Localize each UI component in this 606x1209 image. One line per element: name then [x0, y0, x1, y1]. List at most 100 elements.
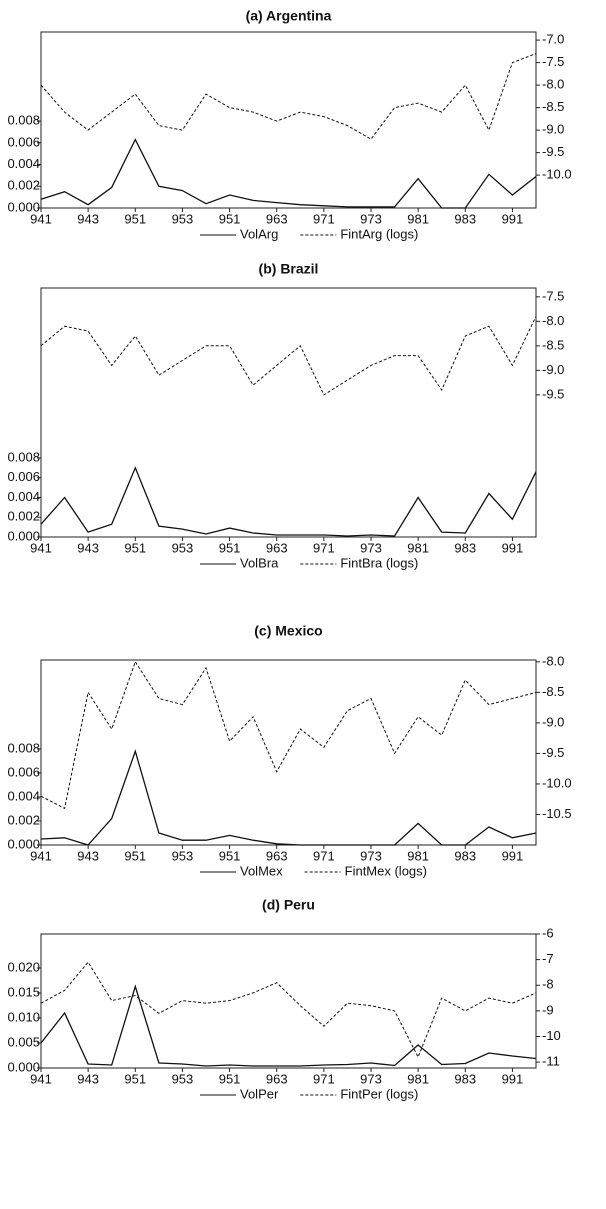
x-tick-label: 973 [360, 848, 382, 863]
y2-tick-label: -9.0 [542, 714, 564, 729]
x-tick-label: 963 [266, 848, 288, 863]
y2-tick-label: -10.0 [542, 775, 572, 790]
legend-label: FintBra (logs) [340, 555, 418, 570]
legend-label: VolPer [240, 1086, 279, 1101]
x-tick-label: 971 [313, 211, 335, 226]
x-tick-label: 941 [30, 848, 52, 863]
legend-label: VolArg [240, 226, 278, 241]
y-tick-label: 0.002 [7, 178, 40, 193]
y2-tick-label: -8.0 [542, 653, 564, 668]
y2-tick-label: -8.0 [542, 313, 564, 328]
y-tick-label: 0.002 [7, 509, 40, 524]
x-tick-label: 953 [172, 211, 194, 226]
series-line [40, 466, 537, 537]
series-line [40, 984, 537, 1067]
y-tick-label: 0.020 [7, 959, 40, 974]
x-tick-label: 953 [172, 1071, 194, 1086]
x-tick-label: 981 [407, 211, 429, 226]
y-tick-label: 0.006 [7, 764, 40, 779]
y2-tick-label: -10.5 [542, 806, 572, 821]
y2-tick-label: -9.5 [542, 144, 564, 159]
legend-label: FintMex (logs) [345, 863, 427, 878]
x-tick-label: 981 [407, 1071, 429, 1086]
x-tick-label: 963 [266, 1071, 288, 1086]
x-tick-label: 951 [219, 1071, 241, 1086]
x-tick-label: 953 [172, 848, 194, 863]
x-tick-label: 941 [30, 1071, 52, 1086]
y-tick-label: 0.000 [7, 836, 40, 851]
x-tick-label: 991 [502, 540, 524, 555]
y2-tick-label: -9.0 [542, 122, 564, 137]
x-tick-label: 981 [407, 540, 429, 555]
x-tick-label: 971 [313, 1071, 335, 1086]
y-tick-label: 0.004 [7, 489, 40, 504]
x-tick-label: 991 [502, 848, 524, 863]
y2-tick-label: -11 [542, 1054, 560, 1069]
x-tick-label: 943 [77, 848, 99, 863]
x-tick-label: 973 [360, 540, 382, 555]
y2-tick-label: -7.5 [542, 288, 564, 303]
y2-tick-label: -8.5 [542, 337, 564, 352]
y-tick-label: 0.008 [7, 449, 40, 464]
y-tick-label: 0.015 [7, 984, 40, 999]
series-line [40, 961, 537, 1059]
y-tick-label: 0.006 [7, 134, 40, 149]
x-tick-label: 943 [77, 1071, 99, 1086]
series-line [40, 316, 537, 396]
x-tick-label: 951 [124, 211, 146, 226]
y-tick-label: 0.004 [7, 788, 40, 803]
plot-frame [40, 933, 537, 1069]
x-tick-label: 951 [124, 540, 146, 555]
x-tick-label: 983 [454, 848, 476, 863]
x-tick-label: 951 [124, 848, 146, 863]
y-tick-label: 0.000 [7, 528, 40, 543]
x-tick-label: 973 [360, 211, 382, 226]
x-tick-label: 973 [360, 1071, 382, 1086]
y2-tick-label: -10.0 [542, 167, 572, 182]
chart-title: (a) Argentina [246, 8, 332, 24]
y-tick-label: 0.010 [7, 1009, 40, 1024]
legend-label: VolMex [240, 863, 283, 878]
y-tick-label: 0.004 [7, 156, 40, 171]
series-line [40, 53, 537, 140]
x-tick-label: 983 [454, 211, 476, 226]
legend-label: FintPer (logs) [340, 1086, 418, 1101]
series-line [40, 660, 537, 810]
series-line [40, 749, 537, 846]
x-tick-label: 983 [454, 540, 476, 555]
x-tick-label: 963 [266, 540, 288, 555]
y-tick-label: 0.000 [7, 199, 40, 214]
y2-tick-label: -8.5 [542, 684, 564, 699]
plot-frame [40, 287, 537, 538]
y2-tick-label: -8.0 [542, 77, 564, 92]
chart-title: (d) Peru [262, 897, 315, 913]
chart-title: (b) Brazil [259, 261, 319, 277]
x-tick-label: 953 [172, 540, 194, 555]
x-tick-label: 971 [313, 848, 335, 863]
y-tick-label: 0.005 [7, 1034, 40, 1049]
chart-title: (c) Mexico [254, 623, 322, 639]
x-tick-label: 951 [124, 1071, 146, 1086]
x-tick-label: 951 [219, 211, 241, 226]
legend-label: VolBra [240, 555, 279, 570]
x-tick-label: 943 [77, 540, 99, 555]
y-tick-label: 0.008 [7, 113, 40, 128]
y2-tick-label: -9.5 [542, 745, 564, 760]
y2-tick-label: -7 [542, 951, 554, 966]
x-tick-label: 991 [502, 211, 524, 226]
x-tick-label: 983 [454, 1071, 476, 1086]
legend-label: FintArg (logs) [340, 226, 418, 241]
y2-tick-label: -9.5 [542, 386, 564, 401]
x-tick-label: 971 [313, 540, 335, 555]
x-tick-label: 941 [30, 540, 52, 555]
x-tick-label: 963 [266, 211, 288, 226]
x-tick-label: 941 [30, 211, 52, 226]
y-tick-label: 0.006 [7, 469, 40, 484]
series-line [40, 138, 537, 209]
y2-tick-label: -8.5 [542, 99, 564, 114]
y2-tick-label: -9 [542, 1002, 554, 1017]
y2-tick-label: -10 [542, 1028, 561, 1043]
y2-tick-label: -7.0 [542, 32, 564, 47]
y-tick-label: 0.000 [7, 1059, 40, 1074]
